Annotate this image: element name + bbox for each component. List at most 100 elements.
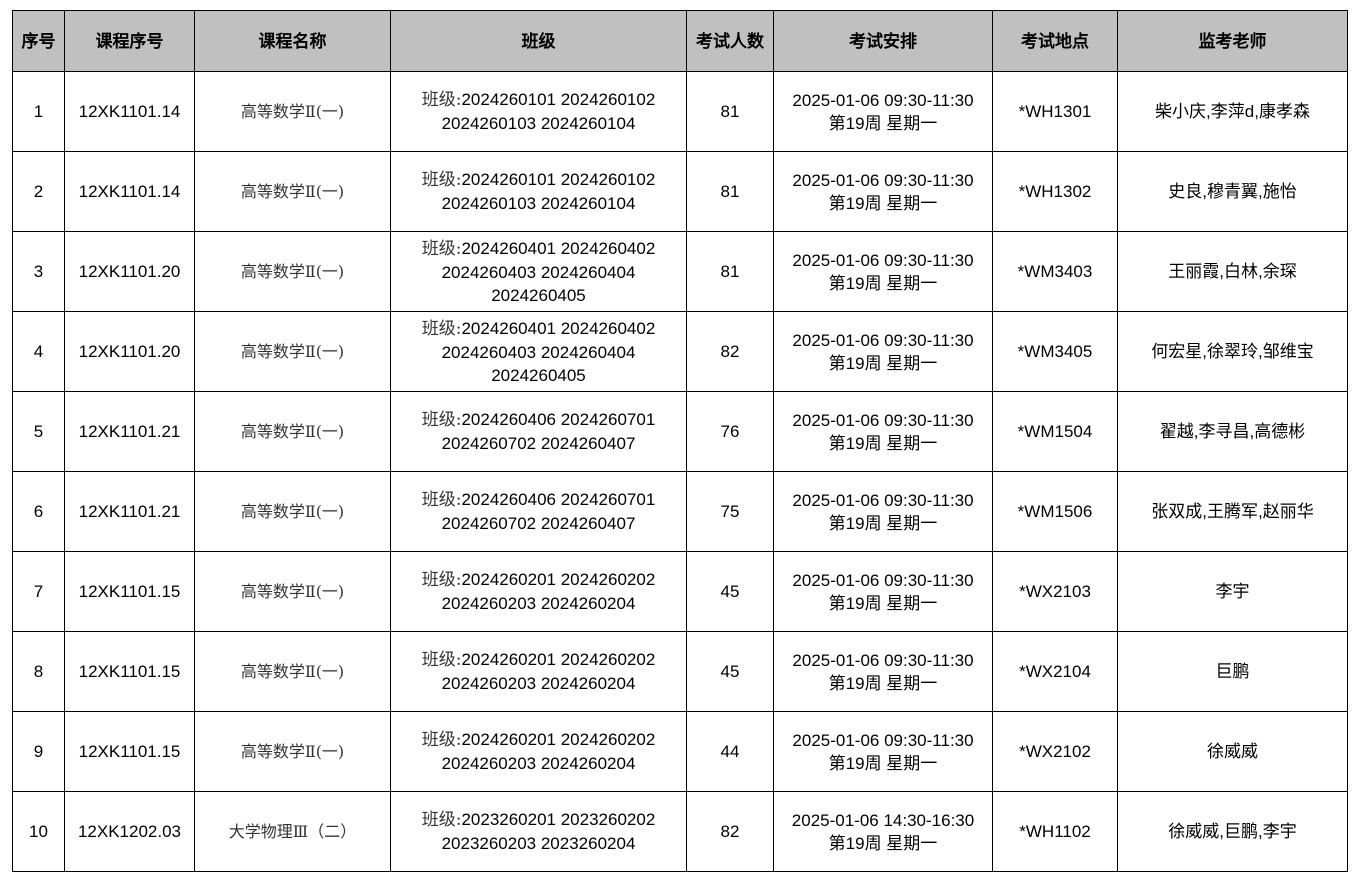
cell-room: *WH1102 (992, 791, 1118, 872)
class-ids: 2023260203 2023260204 (441, 834, 636, 853)
class-label: 班级: (421, 810, 462, 830)
cell-proctors: 何宏星,徐翠玲,邹维宝 (1117, 311, 1348, 392)
cell-count: 45 (686, 551, 774, 632)
cell-proctors: 徐威威,巨鹏,李宇 (1117, 791, 1348, 872)
cell-schedule: 2025-01-06 09:30-11:30 第19周 星期一 (773, 631, 993, 712)
cell-course-code: 12XK1101.21 (64, 391, 195, 472)
class-ids: 2024260103 2024260104 (441, 114, 636, 133)
exam-time: 2025-01-06 09:30-11:30 (792, 170, 974, 190)
cell-room: *WX2103 (992, 551, 1118, 632)
class-ids: 2024260405 (491, 285, 586, 305)
class-ids: 2024260101 2024260102 (461, 170, 656, 189)
class-ids: 2024260403 2024260404 (441, 262, 636, 282)
header-classes: 班级 (390, 10, 687, 72)
cell-classes: 班级:2024260406 2024260701 2024260702 20242… (390, 391, 687, 472)
exam-time: 2025-01-06 14:30-16:30 (791, 810, 975, 830)
exam-week: 第19周 星期一 (828, 353, 938, 373)
cell-no: 7 (12, 551, 65, 632)
cell-course-code: 12XK1101.15 (64, 631, 195, 712)
cell-count: 44 (686, 711, 774, 792)
header-course-code: 课程序号 (64, 10, 195, 72)
cell-course-code: 12XK1101.14 (64, 151, 195, 232)
class-ids: 2024260401 2024260402 (461, 318, 656, 338)
header-proctors: 监考老师 (1117, 10, 1348, 72)
cell-no: 4 (12, 311, 65, 392)
cell-proctors: 王丽霞,白林,余琛 (1117, 231, 1348, 312)
exam-week: 第19周 星期一 (828, 433, 938, 453)
cell-room: *WM3403 (992, 231, 1118, 312)
cell-proctors: 翟越,李寻昌,高德彬 (1117, 391, 1348, 472)
cell-no: 1 (12, 71, 65, 152)
cell-room: *WM1504 (992, 391, 1118, 472)
cell-room: *WX2102 (992, 711, 1118, 792)
cell-no: 5 (12, 391, 65, 472)
header-count: 考试人数 (686, 10, 774, 72)
cell-course-code: 12XK1101.14 (64, 71, 195, 152)
cell-classes: 班级:2024260201 2024260202 2024260203 20242… (390, 551, 687, 632)
cell-no: 10 (12, 791, 65, 872)
table-row: 3 12XK1101.20 高等数学Ⅱ(一) 班级:2024260401 202426… (12, 231, 1348, 312)
cell-room: *WX2104 (992, 631, 1118, 712)
exam-week: 第19周 星期一 (828, 193, 938, 213)
cell-course-name: 高等数学Ⅱ(一) (194, 71, 391, 152)
cell-count: 76 (686, 391, 774, 472)
cell-count: 82 (686, 791, 774, 872)
cell-count: 81 (686, 231, 774, 312)
class-ids: 2024260406 2024260701 (461, 410, 656, 429)
cell-classes: 班级:2024260406 2024260701 2024260702 20242… (390, 471, 687, 552)
exam-time: 2025-01-06 09:30-11:30 (792, 410, 974, 430)
class-label: 班级: (421, 570, 462, 590)
cell-schedule: 2025-01-06 14:30-16:30 第19周 星期一 (773, 791, 993, 872)
class-ids: 2024260403 2024260404 (441, 342, 636, 362)
class-ids: 2024260101 2024260102 (461, 90, 656, 109)
class-ids: 2024260702 2024260407 (441, 434, 636, 453)
cell-schedule: 2025-01-06 09:30-11:30 第19周 星期一 (773, 471, 993, 552)
cell-count: 82 (686, 311, 774, 392)
header-no: 序号 (12, 10, 65, 72)
table-row: 1 12XK1101.14 高等数学Ⅱ(一) 班级:2024260101 202426… (12, 71, 1348, 152)
cell-course-name: 大学物理Ⅲ（二） (194, 791, 391, 872)
cell-course-code: 12XK1101.15 (64, 551, 195, 632)
cell-count: 81 (686, 71, 774, 152)
class-ids: 2024260203 2024260204 (441, 754, 636, 773)
cell-room: *WM3405 (992, 311, 1118, 392)
cell-course-code: 12XK1101.20 (64, 231, 195, 312)
cell-course-code: 12XK1101.20 (64, 311, 195, 392)
cell-course-name: 高等数学Ⅱ(一) (194, 471, 391, 552)
exam-time: 2025-01-06 09:30-11:30 (792, 650, 974, 670)
class-label: 班级: (421, 490, 462, 510)
cell-proctors: 巨鹏 (1117, 631, 1348, 712)
exam-time: 2025-01-06 09:30-11:30 (792, 490, 974, 510)
exam-week: 第19周 星期一 (828, 513, 938, 533)
table-row: 5 12XK1101.21 高等数学Ⅱ(一) 班级:2024260406 202426… (12, 391, 1348, 472)
cell-classes: 班级:2024260401 2024260402 2024260403 20242… (390, 231, 687, 312)
exam-week: 第19周 星期一 (828, 753, 938, 773)
header-course-name: 课程名称 (194, 10, 391, 72)
class-ids: 2024260406 2024260701 (461, 490, 656, 509)
cell-schedule: 2025-01-06 09:30-11:30 第19周 星期一 (773, 391, 993, 472)
cell-course-name: 高等数学Ⅱ(一) (194, 151, 391, 232)
cell-schedule: 2025-01-06 09:30-11:30 第19周 星期一 (773, 551, 993, 632)
cell-course-name: 高等数学Ⅱ(一) (194, 231, 391, 312)
cell-course-name: 高等数学Ⅱ(一) (194, 711, 391, 792)
class-ids: 2024260203 2024260204 (441, 674, 636, 693)
exam-time: 2025-01-06 09:30-11:30 (792, 570, 974, 590)
cell-proctors: 徐威威 (1117, 711, 1348, 792)
cell-schedule: 2025-01-06 09:30-11:30 第19周 星期一 (773, 311, 993, 392)
cell-schedule: 2025-01-06 09:30-11:30 第19周 星期一 (773, 231, 993, 312)
cell-count: 75 (686, 471, 774, 552)
table-row: 9 12XK1101.15 高等数学Ⅱ(一) 班级:2024260201 202426… (12, 711, 1348, 792)
class-ids: 2024260702 2024260407 (441, 514, 636, 533)
header-room: 考试地点 (992, 10, 1118, 72)
exam-time: 2025-01-06 09:30-11:30 (792, 730, 974, 750)
exam-week: 第19周 星期一 (828, 833, 938, 853)
table-row: 6 12XK1101.21 高等数学Ⅱ(一) 班级:2024260406 202426… (12, 471, 1348, 552)
header-row: 序号 课程序号 课程名称 班级 考试人数 考试安排 考试地点 监考老师 (12, 10, 1348, 72)
cell-room: *WH1301 (992, 71, 1118, 152)
class-ids: 2023260201 2023260202 (461, 810, 656, 829)
exam-week: 第19周 星期一 (828, 113, 938, 133)
cell-classes: 班级:2024260201 2024260202 2024260203 20242… (390, 711, 687, 792)
exam-week: 第19周 星期一 (828, 593, 938, 613)
cell-no: 2 (12, 151, 65, 232)
cell-course-code: 12XK1101.15 (64, 711, 195, 792)
